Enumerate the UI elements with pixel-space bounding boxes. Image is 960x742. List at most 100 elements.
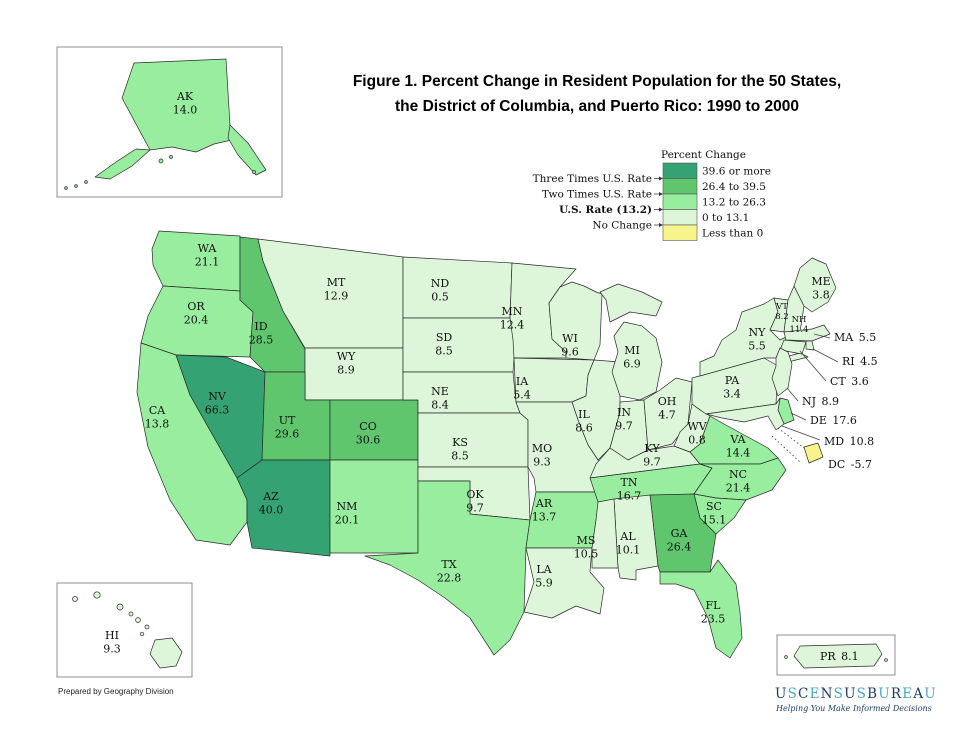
state-WY-label: WY 8.9 [337,350,356,377]
map-legend: Percent Change 39.6 or more 26.4 to 39.5… [533,149,771,241]
state-PR-shape [784,643,888,669]
state-ID-label: ID 28.5 [249,320,274,347]
legend-class-4-label: 0 to 13.1 [702,212,749,224]
state-CT-label: CT 3.6 [830,375,869,388]
state-ND-shape [402,256,513,319]
state-UT-label: UT 29.6 [275,414,300,441]
state-NJ-label: NJ 8.9 [802,395,839,408]
state-IN-label: IN 9.7 [615,406,633,433]
state-GA-label: GA 26.4 [667,527,692,554]
leader-lines [771,333,839,463]
state-GA-shape [649,493,717,573]
state-NC-label: NC 21.4 [726,468,751,495]
state-FL-label: FL 23.5 [701,599,726,626]
state-KY-label: KY 9.7 [643,442,661,469]
state-HI-label: HI 9.3 [103,629,121,656]
figure-title-line1: Figure 1. Percent Change in Resident Pop… [353,73,841,90]
state-AZ-shape [236,459,331,557]
state-MT-label: MT 12.9 [324,276,349,303]
state-NE-label: NE 8.4 [431,385,449,412]
state-VT-shape [769,297,789,333]
state-RI-label: RI 4.5 [842,355,878,368]
census-bureau-tagline: Helping You Make Informed Decisions [775,704,932,713]
state-IL-label: IL 8.6 [575,408,593,435]
state-IA-label: IA 5.4 [513,375,531,402]
figure-title-line2: the District of Columbia, and Puerto Ric… [395,98,799,115]
legend-class-1-label: 39.6 or more [702,166,771,178]
state-ME-label: ME 3.8 [811,275,830,302]
state-AR-label: AR 13.7 [532,497,557,524]
dc-marker [803,442,824,464]
state-KS-shape [417,412,529,468]
state-CT-shape [779,339,807,355]
state-LA-label: LA 5.9 [535,563,553,590]
state-NJ-shape [771,347,793,397]
contiguous-states [136,230,837,659]
state-FL-shape [659,559,743,659]
state-VA-label: VA 14.4 [726,433,751,460]
state-OR-label: OR 20.4 [184,300,209,327]
state-AL-label: AL 10.1 [616,530,641,557]
state-WI-label: WI 9.6 [561,332,579,359]
state-AK-label: AK 14.0 [173,90,198,117]
legend-class-3-label: 13.2 to 26.3 [702,197,766,209]
state-NC-shape [693,457,787,501]
legend-marker-two-times: Two Times U.S. Rate [542,189,652,201]
state-SD-label: SD 8.5 [435,331,453,358]
state-MI-label: MI 6.9 [623,344,641,371]
legend-class-2-label: 26.4 to 39.5 [702,181,766,193]
state-MN-label: MN 12.4 [500,305,525,332]
state-CA-label: CA 13.8 [145,404,170,431]
legend-marker-no-change: No Change [592,220,652,232]
state-TX-label: TX 22.8 [437,558,462,585]
state-NH-shape [783,285,805,333]
state-NE-shape [402,371,521,414]
state-TN-label: TN 16.7 [617,476,642,503]
state-AZ-label: AZ 40.0 [259,490,284,517]
credit-text: Prepared by Geography Division [58,687,174,696]
state-AL-shape [613,494,659,581]
legend-marker-three-times: Three Times U.S. Rate [533,173,652,185]
state-MA-label: MA 5.5 [834,331,876,344]
state-MS-label: MS 10.5 [574,534,599,561]
state-DC-label: DC -5.7 [828,458,872,471]
state-OK-label: OK 9.7 [466,488,484,515]
state-SC-label: SC 15.1 [702,500,727,527]
state-AK-shape [64,58,267,190]
state-MD-shape [705,397,785,431]
legend-title: Percent Change [661,149,746,161]
state-CO-label: CO 30.6 [356,420,381,447]
state-ND-label: ND 0.5 [431,277,450,304]
state-OH-label: OH 4.7 [658,395,677,422]
state-NY-label: NY 5.5 [748,326,766,353]
state-KS-label: KS 8.5 [451,436,469,463]
state-HI-shape [72,591,183,669]
legend-swatch-0-13.1 [662,209,698,226]
state-WA-label: WA 21.1 [195,242,220,269]
state-MS-shape [591,498,619,569]
state-NH-label: NH 11.4 [790,315,809,335]
legend-swatch-13.2-26.3 [662,193,698,210]
state-PA-label: PA 3.4 [723,374,741,401]
legend-marker-arrows [654,176,663,227]
puerto-rico-inset-box [776,634,896,676]
state-DE-label: DE 17.6 [810,414,857,427]
state-MO-label: MO 9.3 [532,442,552,469]
state-ME-shape [793,257,837,313]
legend-swatch-26.4-39.5 [662,178,698,195]
state-NM-label: NM 20.1 [335,500,360,527]
legend-swatch-39.6-or-more [662,162,698,179]
state-VT-label: VT 8.2 [775,302,789,322]
state-RI-shape [805,340,815,351]
state-WI-shape [548,281,603,361]
state-WV-label: WV 0.8 [687,420,707,447]
legend-marker-us-rate: U.S. Rate (13.2) [559,204,652,216]
legend-class-5-label: Less than 0 [702,228,763,240]
state-labels: WA 21.1 OR 20.4 CA 13.8 NV 66.3 ID 28.5 MT 12.… [103,90,877,663]
census-bureau-wordmark: USCENSUSBUREAU [775,686,937,702]
state-NV-label: NV 66.3 [205,390,230,417]
state-MD-label: MD 10.8 [824,435,874,448]
legend-swatch-less-than-0 [662,224,698,241]
